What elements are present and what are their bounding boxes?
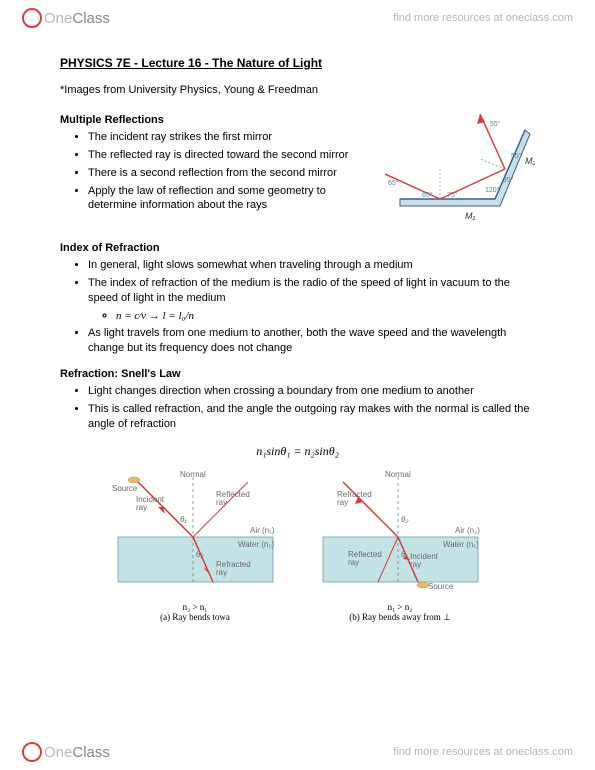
section-multiple-reflections: Multiple Reflections The incident ray st… bbox=[60, 114, 535, 234]
formula-text: n = c⁄v → l = l₀/n bbox=[116, 310, 194, 322]
section-snells-law: Refraction: Snell's Law Light changes di… bbox=[60, 368, 535, 459]
list-2: In general, light slows somewhat when tr… bbox=[60, 258, 535, 356]
list-item: The index of refraction of the medium is… bbox=[88, 276, 535, 324]
list-item: Light changes direction when crossing a … bbox=[88, 384, 535, 399]
label-theta1: θ₁ bbox=[180, 515, 187, 524]
label-water: Water (n₂) bbox=[238, 540, 274, 549]
list-item-text: The index of refraction of the medium is… bbox=[88, 277, 510, 304]
logo-text-class: Class bbox=[72, 10, 110, 27]
section-head-2: Index of Refraction bbox=[60, 242, 535, 254]
angle-label: 65° bbox=[388, 179, 399, 187]
page-header: OneClass find more resources at oneclass… bbox=[0, 0, 595, 36]
list-item: There is a second reflection from the se… bbox=[88, 166, 375, 181]
label-theta2: θ₂ bbox=[401, 515, 408, 524]
header-link[interactable]: find more resources at oneclass.com bbox=[393, 12, 573, 24]
logo-circle-icon bbox=[22, 742, 42, 762]
list-item: Apply the law of reflection and some geo… bbox=[88, 184, 375, 214]
logo: OneClass bbox=[22, 8, 110, 28]
logo-circle-icon bbox=[22, 8, 42, 28]
angle-label: 35° bbox=[503, 176, 514, 184]
section-head-3: Refraction: Snell's Law bbox=[60, 368, 535, 380]
label-source: Source bbox=[112, 484, 138, 493]
angle-label: 65° bbox=[422, 191, 433, 199]
section-index-refraction: Index of Refraction In general, light sl… bbox=[60, 242, 535, 356]
credit-line: *Images from University Physics, Young &… bbox=[60, 84, 535, 96]
caption-text-a: (a) Ray bends towa bbox=[160, 612, 230, 622]
figure-ray-bends-away: Normal Source Refractedray Reflectedray … bbox=[313, 467, 488, 623]
label-theta2: θ₂ bbox=[196, 550, 203, 559]
figure-ray-bends-toward: Normal Source Incidentray Reflectedray R… bbox=[108, 467, 283, 623]
logo-text-class: Class bbox=[72, 744, 110, 761]
logo-text-one: One bbox=[44, 10, 72, 27]
label-air: Air (n₂) bbox=[455, 526, 480, 535]
label-reflected: Reflectedray bbox=[216, 490, 250, 507]
mirror-label-m1: M₁ bbox=[465, 211, 475, 221]
angle-label: 75° bbox=[447, 191, 458, 199]
page-title: PHYSICS 7E - Lecture 16 - The Nature of … bbox=[60, 56, 535, 70]
list-item: The incident ray strikes the first mirro… bbox=[88, 130, 375, 145]
mirror-reflection-figure: 65° 65° 75° 120° 35° 55° 55° M₁ M₂ bbox=[385, 114, 535, 234]
list-3: Light changes direction when crossing a … bbox=[60, 384, 535, 432]
snells-law-equation: n₁sinθ₁ = n₂sinθ₂ bbox=[60, 444, 535, 459]
label-air: Air (n₁) bbox=[250, 526, 275, 535]
label-water: Water (n₁) bbox=[443, 540, 479, 549]
angle-label: 55° bbox=[511, 152, 522, 160]
angle-label: 55° bbox=[490, 120, 501, 128]
caption-text-b: (b) Ray bends away from ⊥ bbox=[349, 612, 451, 622]
section-head-1: Multiple Reflections bbox=[60, 114, 375, 126]
document-content: PHYSICS 7E - Lecture 16 - The Nature of … bbox=[0, 36, 595, 633]
list-item: This is called refraction, and the angle… bbox=[88, 402, 535, 432]
label-source: Source bbox=[428, 582, 454, 591]
list-1: The incident ray strikes the first mirro… bbox=[60, 130, 375, 213]
label-theta1: θ₁ bbox=[401, 550, 408, 559]
caption-cond-b: n₁ > n₂ bbox=[388, 602, 413, 612]
list-item: The reflected ray is directed toward the… bbox=[88, 148, 375, 163]
angle-label: 120° bbox=[485, 186, 500, 194]
label-normal: Normal bbox=[385, 470, 411, 479]
footer-logo: OneClass bbox=[22, 742, 110, 762]
list-item: In general, light slows somewhat when tr… bbox=[88, 258, 535, 273]
label-normal: Normal bbox=[180, 470, 206, 479]
footer-link[interactable]: find more resources at oneclass.com bbox=[393, 746, 573, 758]
mirror-label-m2: M₂ bbox=[525, 156, 535, 166]
list-item: As light travels from one medium to anot… bbox=[88, 326, 535, 356]
caption-cond-a: n₂ > n₁ bbox=[183, 602, 208, 612]
page-footer: OneClass find more resources at oneclass… bbox=[0, 734, 595, 770]
logo-text-one: One bbox=[44, 744, 72, 761]
refraction-figures: Normal Source Incidentray Reflectedray R… bbox=[60, 467, 535, 623]
